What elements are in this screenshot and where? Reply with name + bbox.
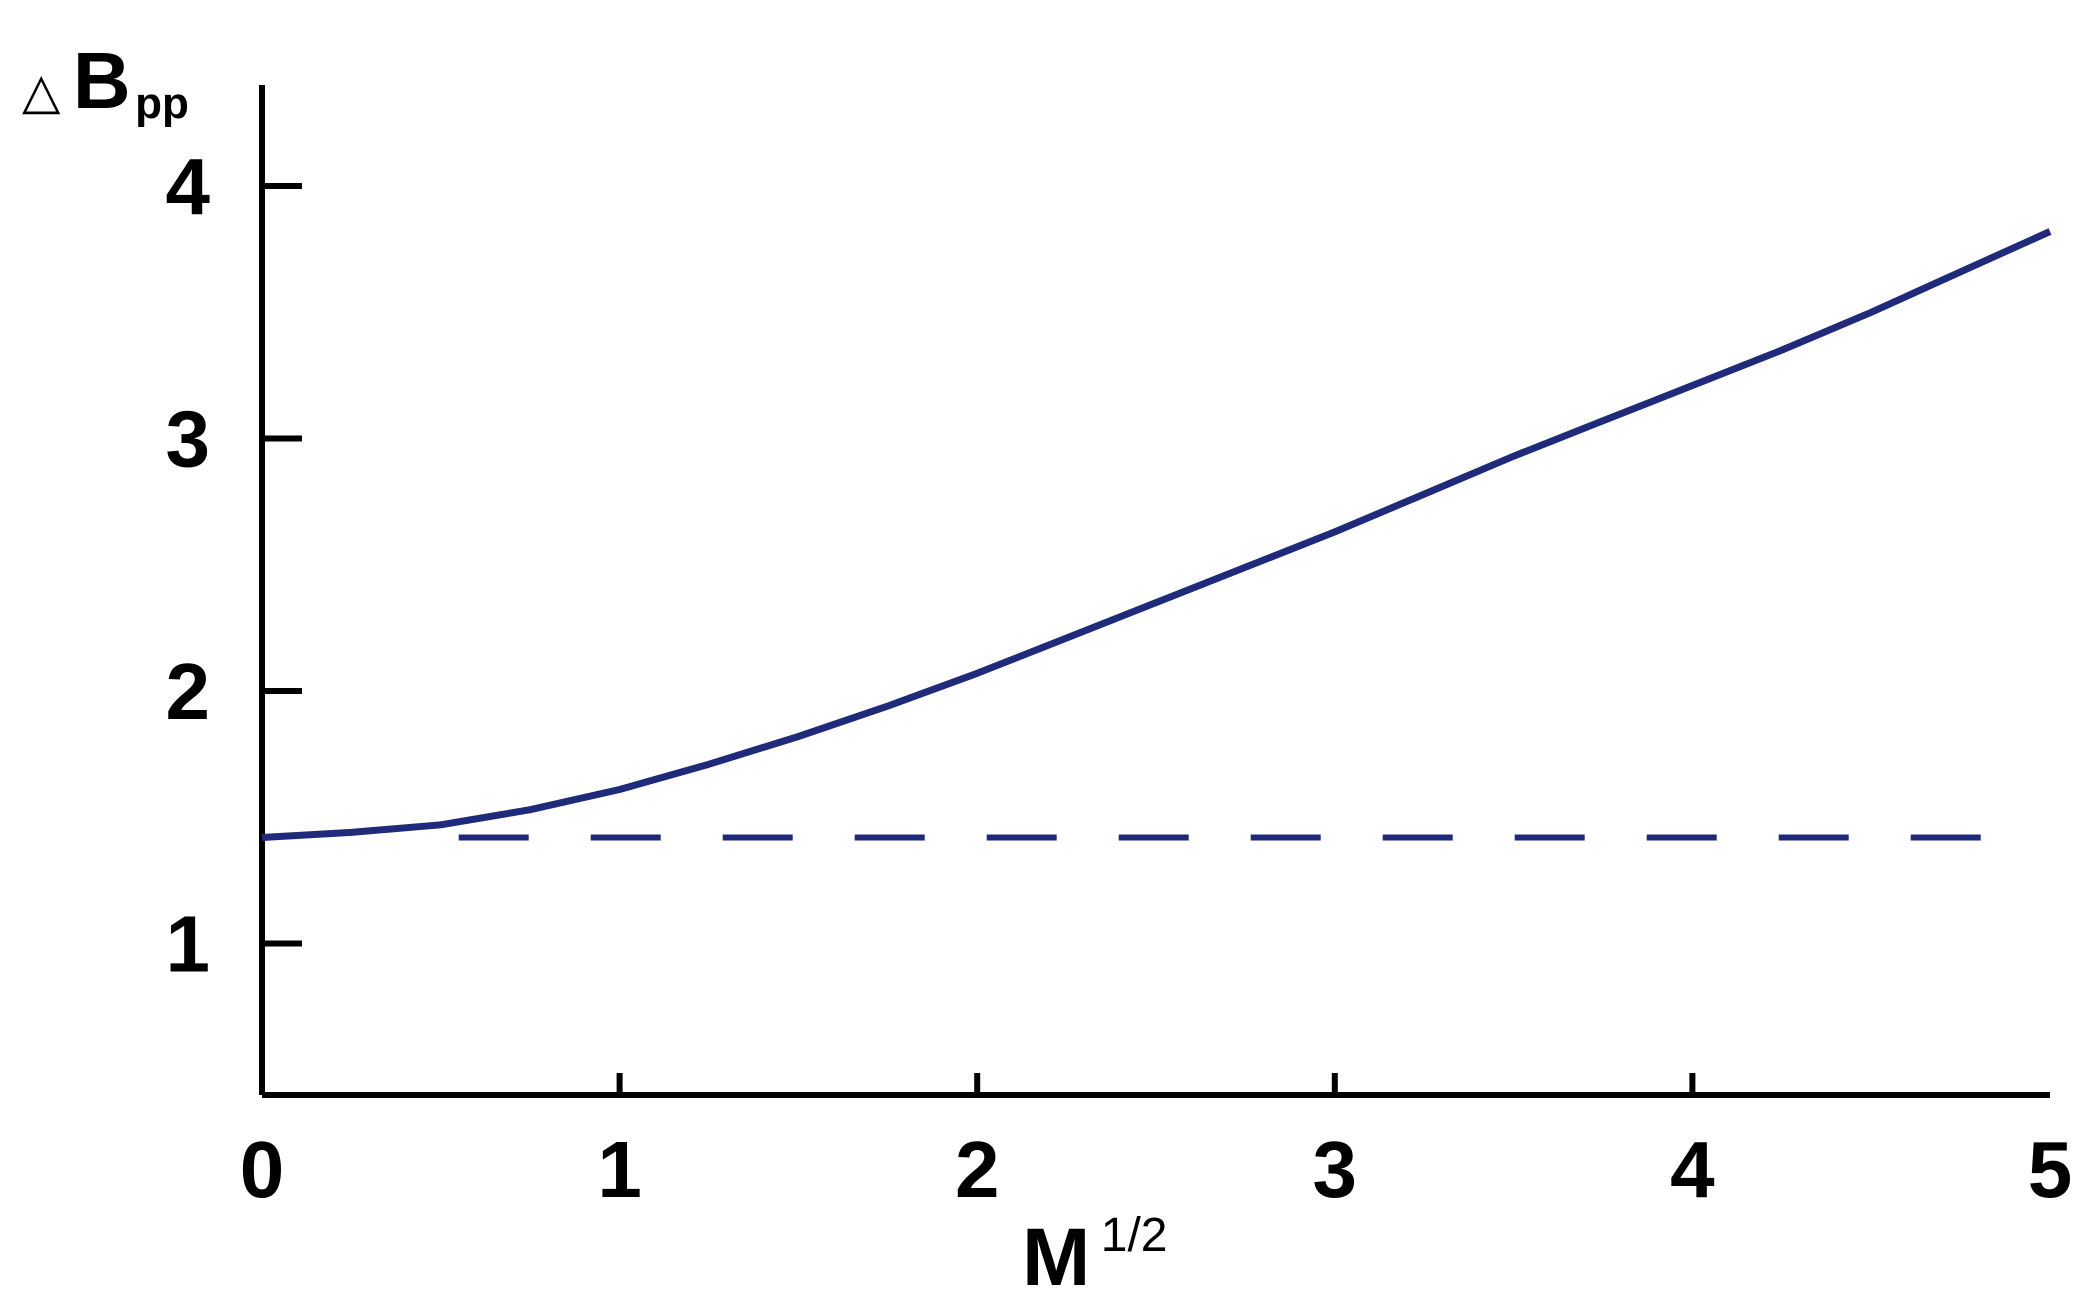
x-axis-title-base: M (1022, 1212, 1090, 1303)
x-tick-label: 2 (955, 1125, 1000, 1214)
y-tick-label: 4 (166, 142, 211, 231)
y-ticks: 1 2 3 4 (166, 142, 302, 989)
y-tick-label: 3 (166, 395, 211, 484)
axes (259, 85, 2050, 1098)
x-tick-label: 1 (597, 1125, 642, 1214)
x-tick-label: 4 (1670, 1125, 1715, 1214)
series-layer (261, 228, 2052, 841)
y-axis-title-prefix: △ (22, 63, 61, 119)
x-tick-label: 5 (2028, 1125, 2073, 1214)
y-axis-title: △ B pp (22, 36, 189, 128)
y-axis-title-base: B (73, 36, 131, 125)
y-tick-label: 2 (166, 647, 211, 736)
x-axis-title: M 1/2 (1022, 1209, 1168, 1303)
x-tick-label: 3 (1313, 1125, 1358, 1214)
solid-series-line (261, 228, 2052, 841)
x-axis-title-superscript: 1/2 (1101, 1209, 1168, 1262)
y-axis-title-subscript: pp (135, 79, 189, 128)
x-ticks: 0 1 2 3 4 5 (240, 1073, 2073, 1214)
x-tick-label: 0 (240, 1125, 285, 1214)
y-tick-label: 1 (166, 900, 211, 989)
